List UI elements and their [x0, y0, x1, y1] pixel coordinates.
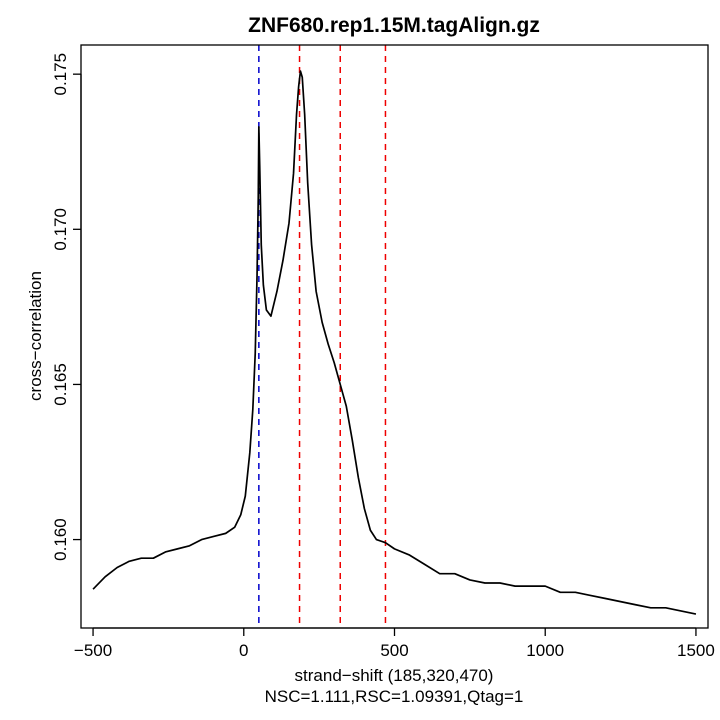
y-tick-label: 0.175 [51, 53, 70, 96]
x-tick-label: 0 [239, 641, 248, 660]
y-tick-label: 0.160 [51, 518, 70, 561]
x-tick-label: 1500 [677, 641, 715, 660]
y-tick-label: 0.165 [51, 363, 70, 406]
chart-title: ZNF680.rep1.15M.tagAlign.gz [248, 14, 540, 37]
x-axis: −500 0 500 1000 1500 [74, 627, 715, 660]
x-axis-label: strand−shift (185,320,470) [295, 666, 494, 685]
reference-lines [258, 45, 387, 628]
chart-subtitle: NSC=1.111,RSC=1.09391,Qtag=1 [265, 687, 524, 706]
x-tick-label: −500 [74, 641, 112, 660]
y-axis-label: cross−correlation [26, 271, 45, 401]
x-tick-label: 1000 [526, 641, 564, 660]
y-axis: 0.160 0.165 0.170 0.175 [51, 53, 82, 561]
data-series [92, 70, 697, 615]
x-tick-label: 500 [380, 641, 408, 660]
y-tick-label: 0.170 [51, 208, 70, 251]
series-line-0 [92, 70, 697, 615]
